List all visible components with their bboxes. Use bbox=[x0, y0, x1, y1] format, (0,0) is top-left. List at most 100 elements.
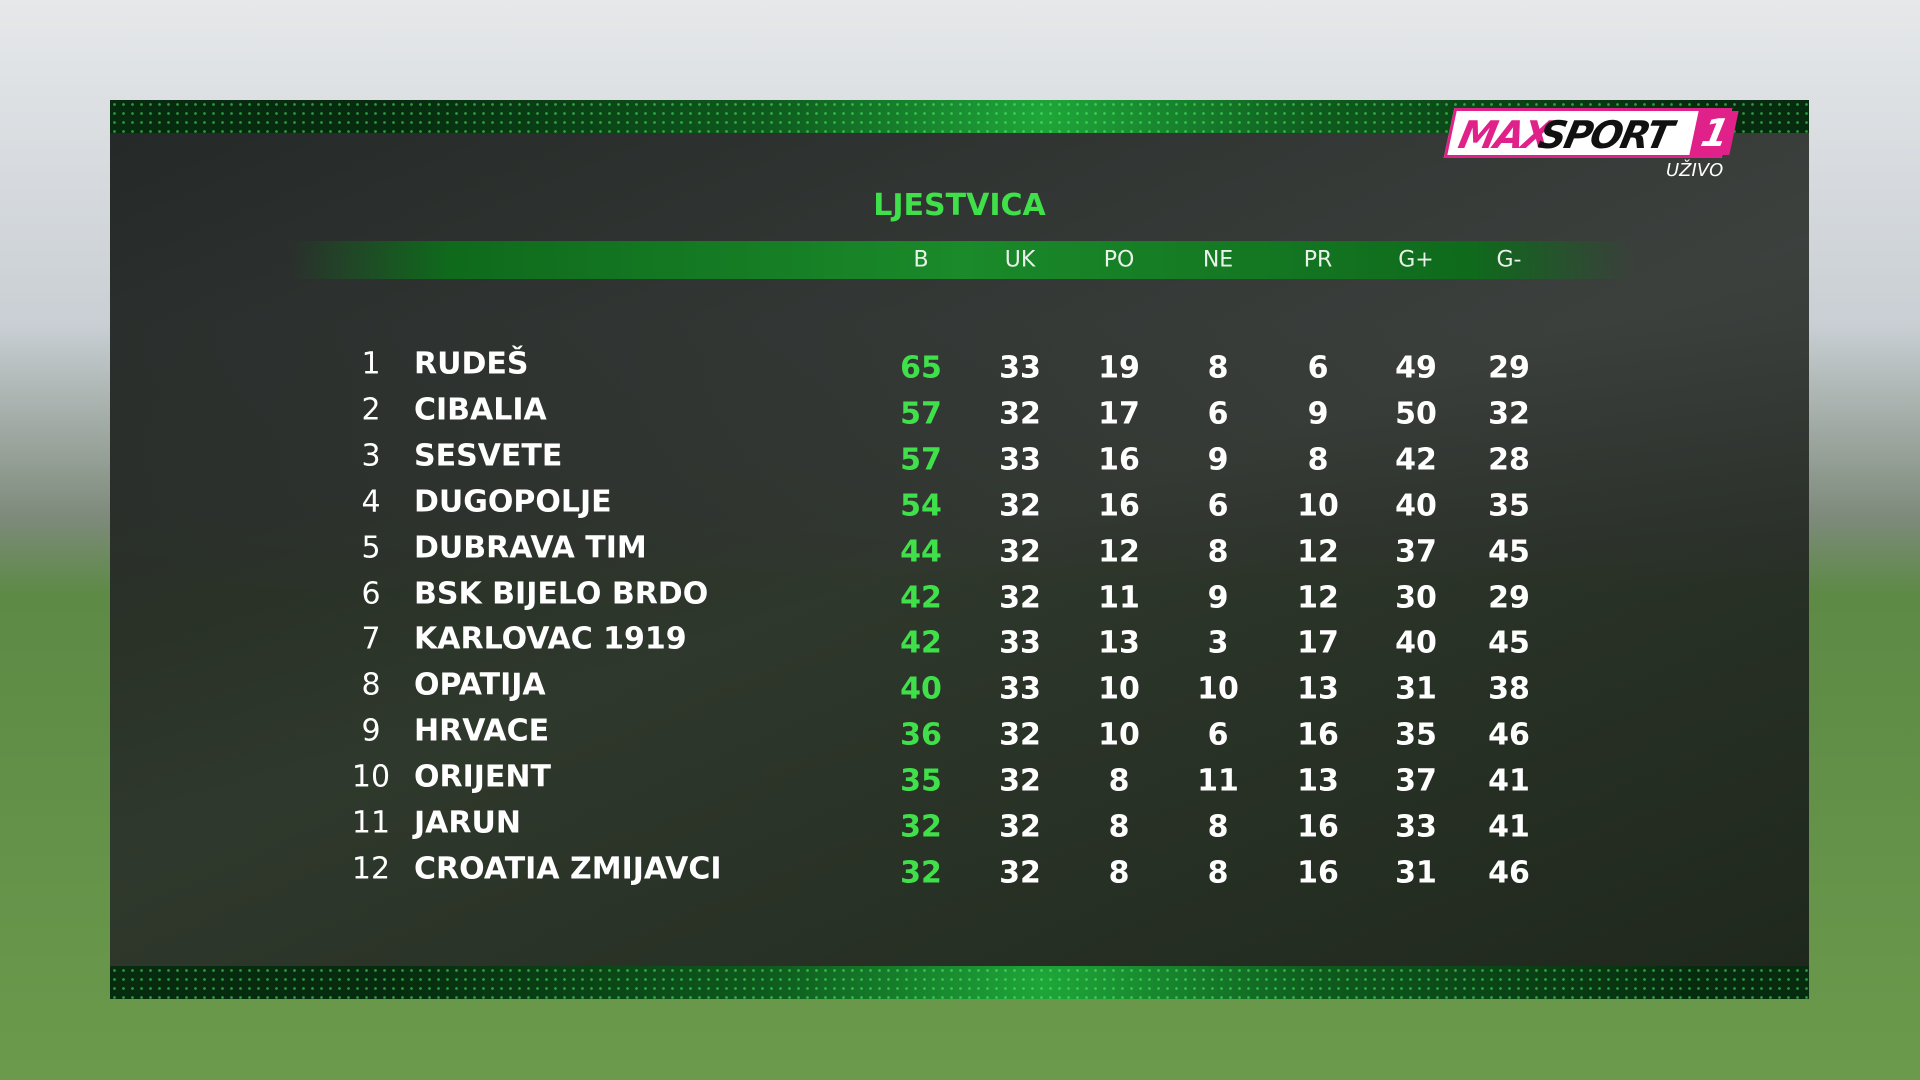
stat: 30 bbox=[1395, 580, 1437, 615]
stat: 33 bbox=[999, 671, 1041, 707]
team-name: OPATIJA bbox=[414, 667, 546, 703]
column-header: B bbox=[913, 247, 929, 273]
stat: 3 bbox=[1207, 625, 1229, 661]
stat: 17 bbox=[1297, 625, 1339, 661]
rank: 2 bbox=[361, 392, 381, 428]
stat: 29 bbox=[1488, 580, 1530, 615]
rank: 3 bbox=[361, 438, 381, 474]
stat: 11 bbox=[1098, 580, 1140, 615]
team-name: CIBALIA bbox=[414, 392, 547, 428]
stat: 35 bbox=[1395, 717, 1437, 753]
points: 36 bbox=[900, 717, 942, 753]
column-header: NE bbox=[1202, 247, 1234, 273]
stat: 19 bbox=[1098, 350, 1140, 386]
logo-channel: 1 bbox=[1689, 111, 1740, 155]
stat: 12 bbox=[1098, 534, 1140, 570]
column-header: G+ bbox=[1398, 247, 1434, 273]
rank: 12 bbox=[351, 851, 391, 887]
stat: 17 bbox=[1098, 396, 1140, 432]
stat: 33 bbox=[1395, 809, 1437, 845]
team-name: KARLOVAC 1919 bbox=[414, 621, 687, 657]
points: 35 bbox=[900, 763, 942, 799]
points: 57 bbox=[900, 396, 942, 432]
stat: 46 bbox=[1488, 717, 1530, 753]
rank: 8 bbox=[361, 667, 381, 703]
rank: 5 bbox=[361, 530, 381, 566]
rank: 7 bbox=[361, 621, 381, 657]
points: 54 bbox=[900, 488, 942, 524]
stat: 10 bbox=[1197, 671, 1239, 707]
header-bar bbox=[288, 241, 1635, 279]
stat: 8 bbox=[1108, 809, 1130, 845]
points: 44 bbox=[900, 534, 942, 570]
stat: 50 bbox=[1395, 396, 1437, 432]
rank: 10 bbox=[351, 759, 391, 795]
stat: 6 bbox=[1207, 396, 1229, 432]
rank: 9 bbox=[361, 713, 381, 749]
points: 42 bbox=[900, 625, 942, 661]
stat: 32 bbox=[1488, 396, 1530, 432]
stat: 45 bbox=[1488, 625, 1530, 661]
stat: 40 bbox=[1395, 488, 1437, 524]
stat: 8 bbox=[1307, 442, 1329, 478]
stat: 12 bbox=[1297, 580, 1339, 615]
column-header: G- bbox=[1496, 247, 1522, 273]
team-name: HRVACE bbox=[414, 713, 550, 749]
stat: 38 bbox=[1488, 671, 1530, 707]
stat: 6 bbox=[1207, 488, 1229, 524]
column-header: PR bbox=[1303, 247, 1333, 273]
stat: 8 bbox=[1207, 855, 1229, 891]
rank: 4 bbox=[361, 484, 381, 520]
logo-brand-sport: SPORT bbox=[1534, 113, 1676, 157]
stat: 16 bbox=[1297, 809, 1339, 845]
points: 42 bbox=[900, 580, 942, 615]
points: 40 bbox=[900, 671, 942, 707]
stat: 10 bbox=[1297, 488, 1339, 524]
stat: 16 bbox=[1098, 488, 1140, 524]
stat: 33 bbox=[999, 350, 1041, 386]
stat: 32 bbox=[999, 488, 1041, 524]
stat: 31 bbox=[1395, 855, 1437, 891]
stat: 8 bbox=[1108, 763, 1130, 799]
stat: 16 bbox=[1098, 442, 1140, 478]
stat: 45 bbox=[1488, 534, 1530, 570]
stat: 9 bbox=[1207, 442, 1229, 478]
stat: 41 bbox=[1488, 763, 1530, 799]
stat: 13 bbox=[1297, 671, 1339, 707]
stat: 32 bbox=[999, 534, 1041, 570]
stat: 16 bbox=[1297, 855, 1339, 891]
points: 57 bbox=[900, 442, 942, 478]
stat: 40 bbox=[1395, 625, 1437, 661]
stat: 35 bbox=[1488, 488, 1530, 524]
standings-panel: MAX SPORT 1 UŽIVO LJESTVICA B UK PO NE PR G+ G… bbox=[110, 100, 1809, 999]
stat: 31 bbox=[1395, 671, 1437, 707]
channel-logo: MAX SPORT 1 bbox=[1443, 108, 1740, 158]
stat: 8 bbox=[1207, 350, 1229, 386]
stat: 9 bbox=[1207, 580, 1229, 615]
stat: 16 bbox=[1297, 717, 1339, 753]
points: 32 bbox=[900, 809, 942, 845]
points: 32 bbox=[900, 855, 942, 891]
stat: 49 bbox=[1395, 350, 1437, 386]
stat: 13 bbox=[1098, 625, 1140, 661]
team-name: ORIJENT bbox=[414, 759, 551, 795]
bottom-strip bbox=[110, 966, 1809, 999]
stat: 8 bbox=[1108, 855, 1130, 891]
stat: 29 bbox=[1488, 350, 1530, 386]
rank: 11 bbox=[351, 805, 391, 841]
stat: 13 bbox=[1297, 763, 1339, 799]
stat: 28 bbox=[1488, 442, 1530, 478]
stat: 10 bbox=[1098, 717, 1140, 753]
stat: 33 bbox=[999, 625, 1041, 661]
stat: 9 bbox=[1307, 396, 1329, 432]
stat: 37 bbox=[1395, 763, 1437, 799]
rank: 1 bbox=[361, 346, 381, 382]
team-name: BSK BIJELO BRDO bbox=[414, 576, 709, 611]
stat: 42 bbox=[1395, 442, 1437, 478]
stat: 32 bbox=[999, 580, 1041, 615]
stat: 8 bbox=[1207, 534, 1229, 570]
team-name: DUGOPOLJE bbox=[414, 484, 612, 520]
live-status: UŽIVO bbox=[1666, 160, 1724, 181]
team-name: RUDEŠ bbox=[414, 346, 529, 382]
